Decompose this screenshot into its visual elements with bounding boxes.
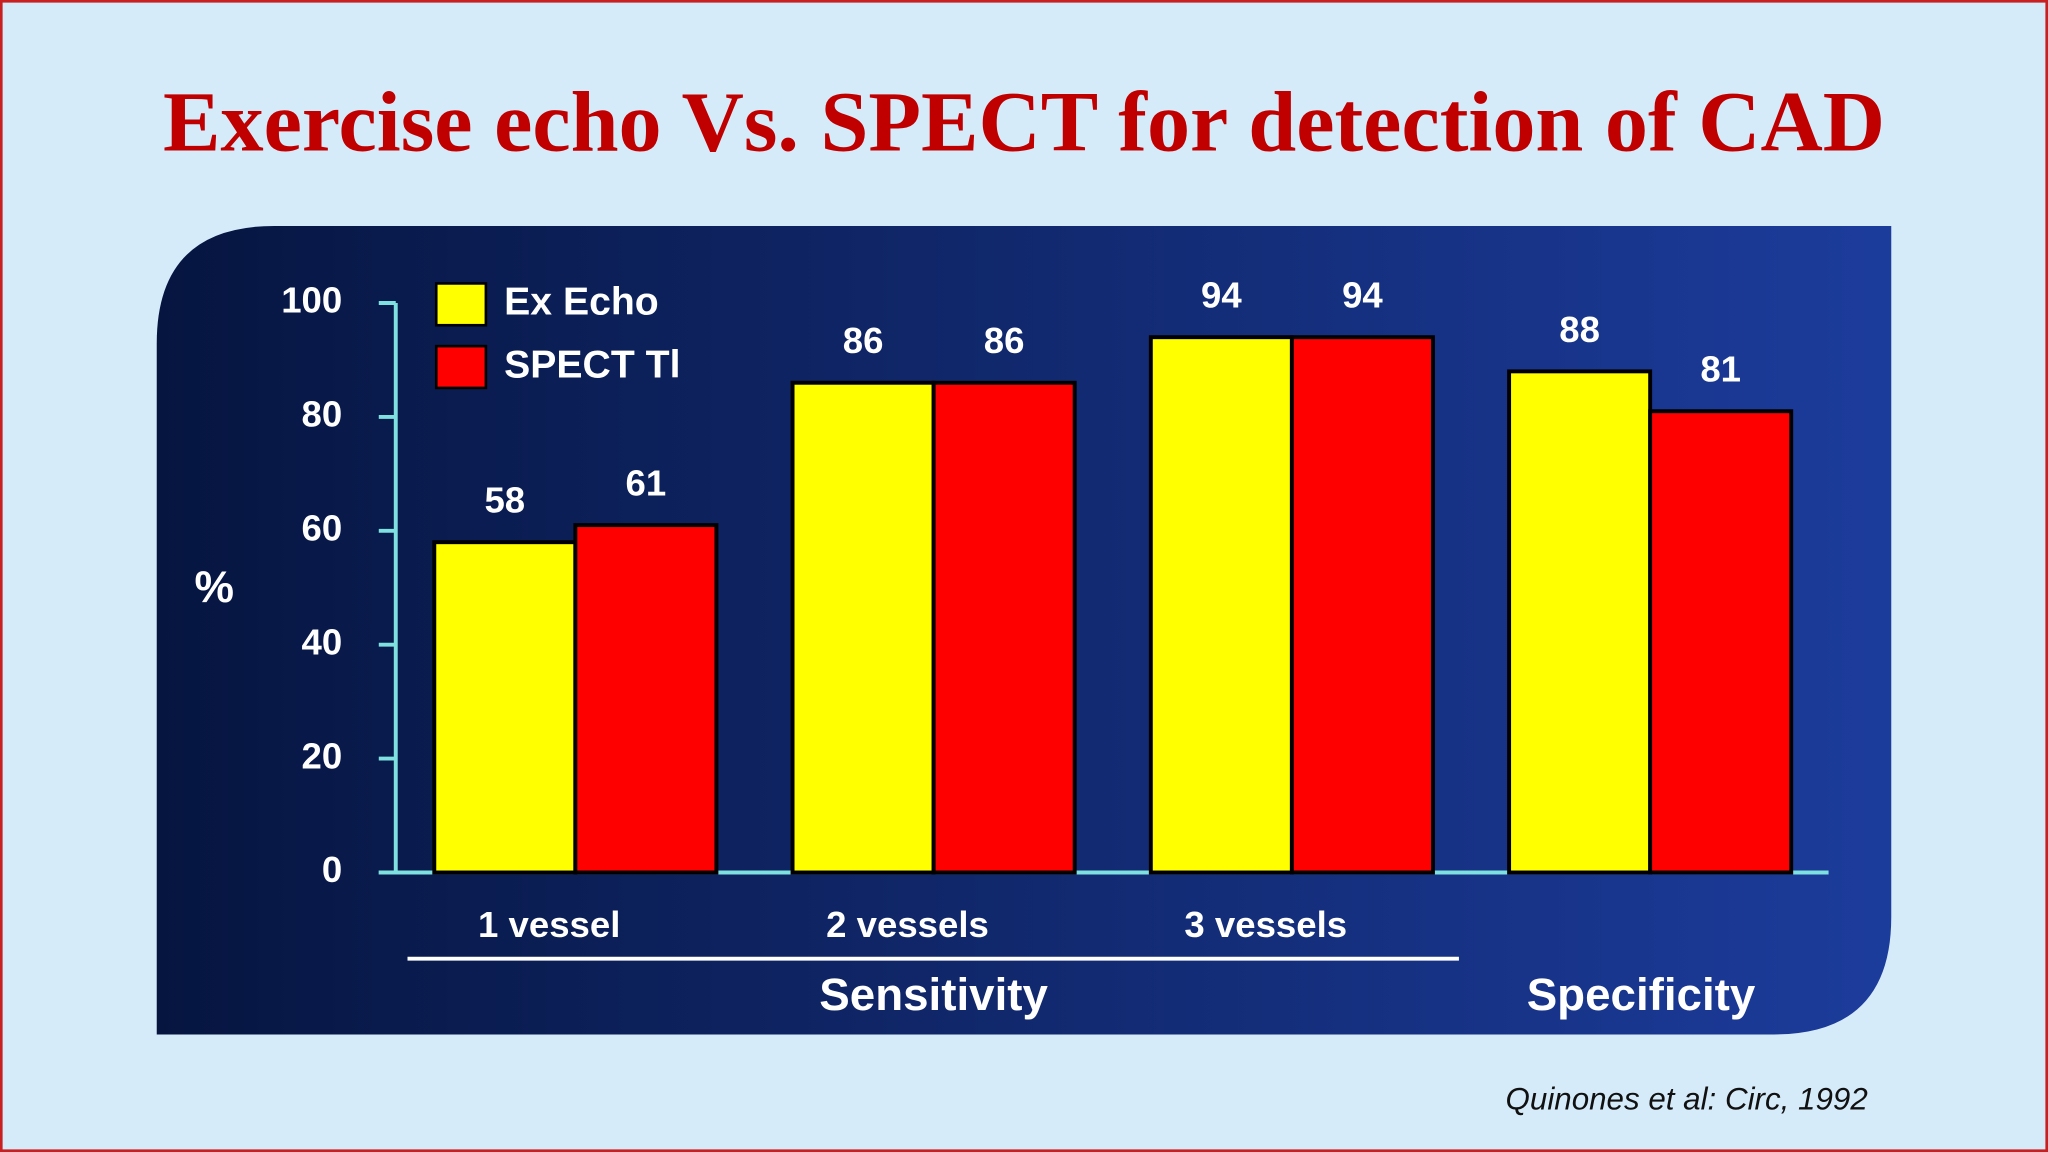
bar [790, 380, 936, 875]
bar [1648, 409, 1794, 875]
value-label: 61 [626, 463, 667, 504]
value-label: 94 [1342, 275, 1383, 316]
group-label: Sensitivity [819, 969, 1048, 1020]
value-label: 94 [1201, 275, 1242, 316]
source-citation: Quinones et al: Circ, 1992 [1506, 1081, 1868, 1116]
chart-title: Exercise echo Vs. SPECT for detection of… [163, 73, 1885, 169]
y-tick-label: 40 [302, 621, 343, 662]
x-tick-label: 2 vessels [826, 904, 989, 945]
y-tick-label: 20 [302, 735, 343, 776]
value-label: 88 [1559, 309, 1600, 350]
y-tick-label: 0 [322, 849, 342, 890]
legend-swatch [434, 282, 488, 327]
bar [432, 540, 578, 875]
bar [1148, 335, 1294, 875]
value-label: 86 [984, 320, 1025, 361]
bar [931, 380, 1077, 875]
bar [1507, 369, 1653, 875]
x-tick-label: 3 vessels [1184, 904, 1347, 945]
value-label: 81 [1700, 349, 1741, 390]
legend-label: SPECT Tl [504, 343, 680, 386]
legend-label: Ex Echo [504, 281, 659, 324]
value-label: 58 [484, 480, 525, 521]
bar [573, 523, 719, 875]
y-tick-label: 60 [302, 507, 343, 548]
legend-swatch [434, 344, 488, 390]
group-label: Specificity [1527, 969, 1756, 1020]
y-tick-label: 80 [302, 394, 343, 435]
bar [1289, 335, 1435, 875]
value-label: 86 [843, 320, 884, 361]
y-tick-label: 100 [281, 280, 342, 321]
x-tick-label: 1 vessel [478, 904, 620, 945]
y-axis-label: % [194, 563, 233, 612]
